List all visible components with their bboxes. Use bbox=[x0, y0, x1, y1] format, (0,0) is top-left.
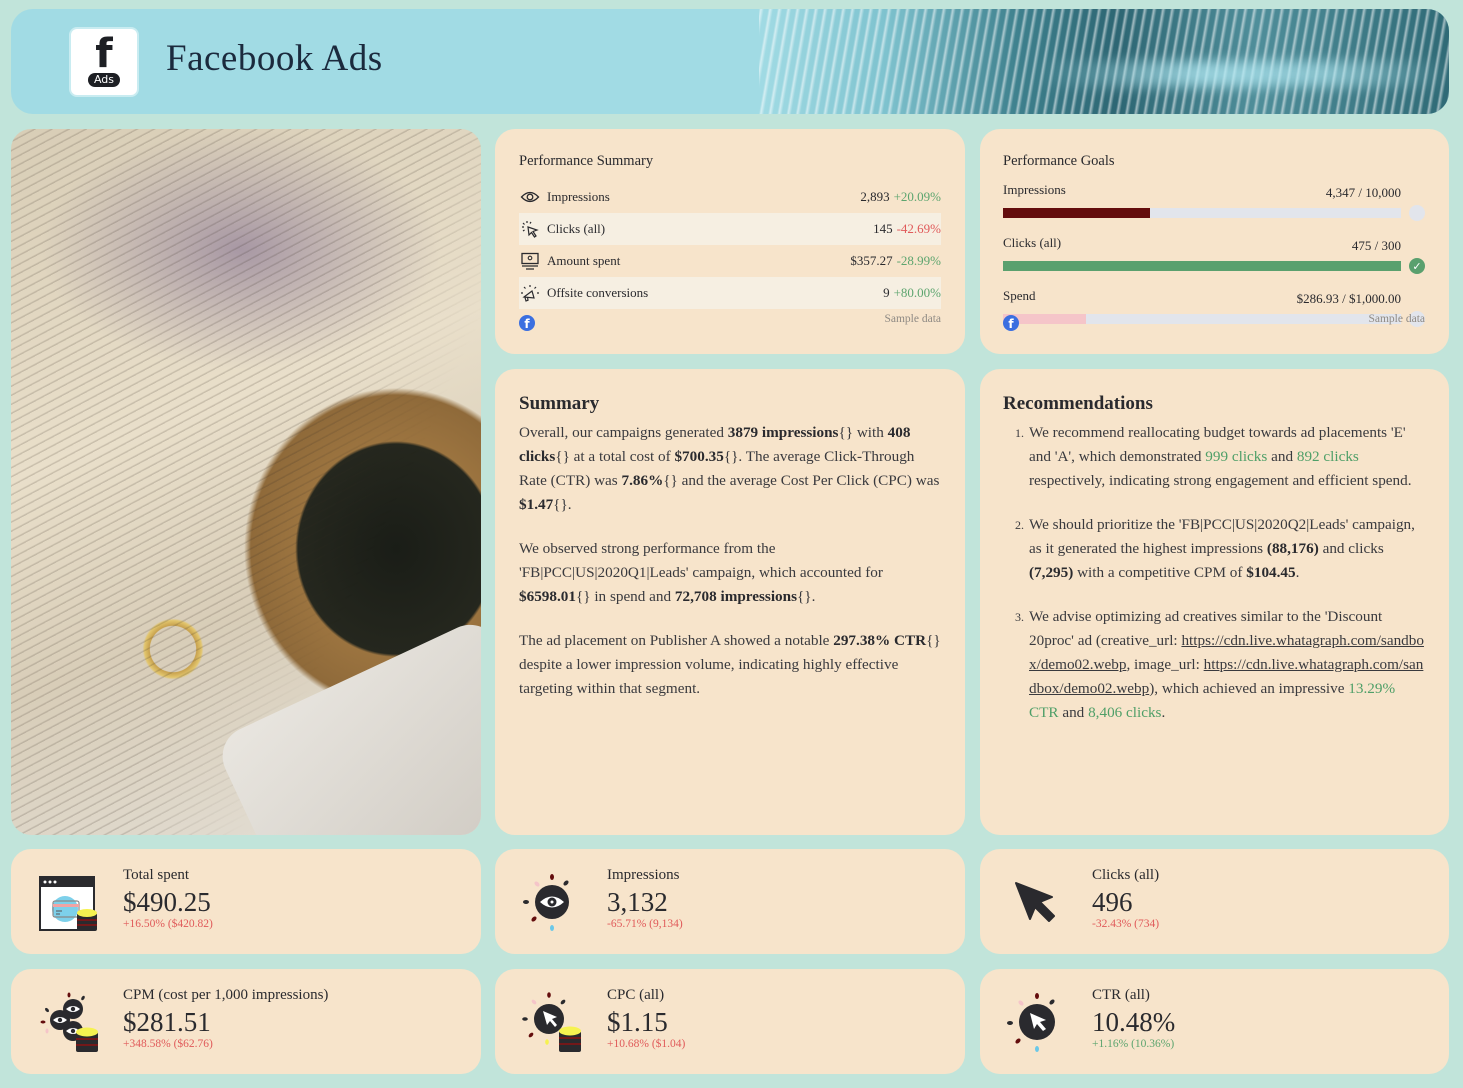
kpi-delta: -65.71% (9,134) bbox=[607, 918, 683, 930]
image-url-link[interactable]: https://cdn.live.whatagraph.com/sandbox/… bbox=[1029, 656, 1424, 697]
kpi-impressions: Impressions 3,132 -65.71% (9,134) bbox=[495, 849, 965, 954]
ads-badge: Ads bbox=[87, 73, 121, 87]
summary-row-clicks: Clicks (all) 145 -42.69% bbox=[519, 213, 941, 245]
eye-burst-icon bbox=[519, 869, 585, 935]
goal-impressions: Impressions 4,347 / 10,000 bbox=[1003, 182, 1425, 221]
change-badge: -28.99% bbox=[896, 253, 941, 268]
kpi-delta: +10.68% ($1.04) bbox=[607, 1038, 686, 1050]
kpi-cpc: CPC (all) $1.15 +10.68% ($1.04) bbox=[495, 969, 965, 1074]
summary-paragraph: The ad placement on Publisher A showed a… bbox=[519, 632, 941, 697]
facebook-ads-logo: f Ads bbox=[69, 27, 139, 97]
recommendation-item: We recommend reallocating budget towards… bbox=[1027, 421, 1426, 493]
header-decoration bbox=[759, 9, 1449, 114]
performance-summary-title: Performance Summary bbox=[519, 153, 654, 169]
kpi-value: $490.25 bbox=[123, 887, 211, 917]
change-badge: +80.00% bbox=[893, 285, 941, 300]
eye-icon bbox=[519, 186, 541, 208]
goal-clicks: Clicks (all) 475 / 300 ✓ bbox=[1003, 235, 1425, 274]
summary-row-impressions: Impressions 2,893 +20.09% bbox=[519, 181, 941, 213]
click-cursor-icon bbox=[519, 218, 541, 240]
goal-progress-bar bbox=[1003, 261, 1401, 271]
cursor-burst-icon bbox=[1004, 989, 1070, 1055]
recommendations-card[interactable]: Recommendations We recommend reallocatin… bbox=[980, 369, 1449, 835]
summary-paragraph: We observed strong performance from the … bbox=[519, 540, 883, 605]
summary-title: Summary bbox=[519, 393, 600, 414]
kpi-cpm: CPM (cost per 1,000 impressions) $281.51… bbox=[11, 969, 481, 1074]
summary-row-amount-spent: Amount spent $357.27 -28.99% bbox=[519, 245, 941, 277]
summary-paragraph: Overall, our campaigns generated 3879 im… bbox=[519, 424, 940, 513]
goal-pending-icon bbox=[1409, 205, 1425, 221]
kpi-value: $281.51 bbox=[123, 1007, 211, 1037]
goal-spend: Spend $286.93 / $1,000.00 bbox=[1003, 288, 1425, 327]
performance-summary-card: Performance Summary Impressions 2,893 +2… bbox=[495, 129, 965, 354]
kpi-clicks: Clicks (all) 496 -32.43% (734) bbox=[980, 849, 1449, 954]
facebook-f-icon: f bbox=[95, 31, 113, 77]
goal-pending-icon bbox=[1409, 311, 1425, 327]
sample-data-label: Sample data bbox=[884, 313, 941, 325]
sample-data-label: Sample data bbox=[1368, 313, 1425, 325]
kpi-total-spent: Total spent $490.25 +16.50% ($420.82) bbox=[11, 849, 481, 954]
kpi-value: 496 bbox=[1092, 887, 1133, 917]
kpi-value: $1.15 bbox=[607, 1007, 668, 1037]
cursor-coins-icon bbox=[519, 989, 585, 1055]
recommendation-item: We advise optimizing ad creatives simila… bbox=[1027, 605, 1426, 725]
performance-goals-card: Performance Goals Impressions 4,347 / 10,… bbox=[980, 129, 1449, 354]
eyes-coins-icon bbox=[35, 989, 101, 1055]
recommendations-title: Recommendations bbox=[1003, 393, 1153, 414]
kpi-delta: +348.58% ($62.76) bbox=[123, 1038, 213, 1050]
creative-url-link[interactable]: https://cdn.live.whatagraph.com/sandbox/… bbox=[1029, 632, 1424, 673]
credit-card-browser-coins-icon bbox=[35, 869, 101, 935]
goal-progress-bar bbox=[1003, 208, 1401, 218]
page-title: Facebook Ads bbox=[166, 38, 383, 79]
check-circle-icon: ✓ bbox=[1409, 258, 1425, 274]
kpi-value: 10.48% bbox=[1092, 1007, 1176, 1037]
summary-row-offsite-conversions: Offsite conversions 9 +80.00% bbox=[519, 277, 941, 309]
decorative-photo bbox=[11, 129, 481, 835]
kpi-ctr: CTR (all) 10.48% +1.16% (10.36%) bbox=[980, 969, 1449, 1074]
goal-progress-bar bbox=[1003, 314, 1401, 324]
recommendations-scroll-area[interactable]: We recommend reallocating budget towards… bbox=[1003, 421, 1426, 797]
change-badge: +20.09% bbox=[893, 189, 941, 204]
monitor-icon bbox=[519, 250, 541, 272]
megaphone-icon bbox=[519, 282, 541, 304]
facebook-icon: f bbox=[1003, 315, 1019, 331]
kpi-delta: +1.16% (10.36%) bbox=[1092, 1038, 1175, 1050]
summary-card: Summary Overall, our campaigns generated… bbox=[495, 369, 965, 835]
page-header: f Ads Facebook Ads bbox=[11, 9, 1449, 114]
performance-goals-title: Performance Goals bbox=[1003, 153, 1115, 169]
kpi-value: 3,132 bbox=[607, 887, 668, 917]
kpi-delta: -32.43% (734) bbox=[1092, 918, 1160, 930]
recommendation-item: We should prioritize the 'FB|PCC|US|2020… bbox=[1027, 513, 1426, 585]
kpi-delta: +16.50% ($420.82) bbox=[123, 918, 213, 930]
cursor-arrow-icon bbox=[1004, 869, 1070, 935]
change-badge: -42.69% bbox=[896, 221, 941, 236]
facebook-icon: f bbox=[519, 315, 535, 331]
